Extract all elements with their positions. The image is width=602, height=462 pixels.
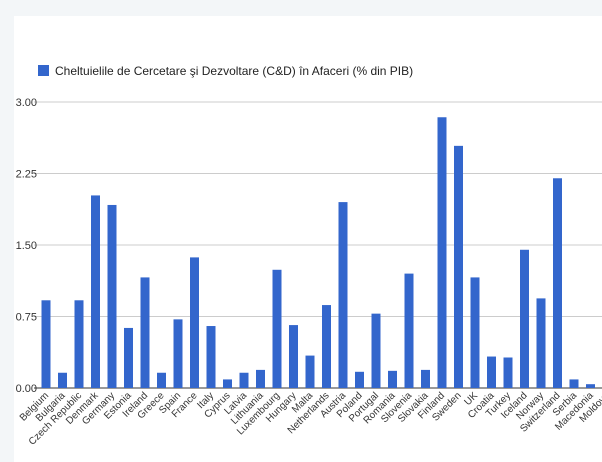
bar-bulgaria: [58, 372, 67, 388]
bar-greece: [157, 372, 166, 388]
bar-luxembourg: [272, 269, 282, 388]
y-tick-label: 0.75: [16, 312, 37, 324]
bar-denmark: [91, 195, 100, 388]
y-axis-ticks: 0.00 0.75 1.50 2.25 3.00: [16, 97, 37, 395]
bar-estonia: [124, 327, 133, 388]
legend-label: Cheltuielile de Cercetare şi Dezvoltare …: [55, 64, 413, 78]
bar-finland: [437, 117, 447, 389]
y-tick-label: 0.00: [16, 383, 37, 395]
bar-czech-republic: [74, 300, 84, 388]
bar-norway: [536, 298, 546, 388]
bar-croatia: [487, 356, 496, 388]
bar-sweden: [454, 145, 463, 388]
bar-serbia: [569, 379, 579, 388]
bars: [41, 117, 595, 389]
legend: Cheltuielile de Cercetare şi Dezvoltare …: [38, 64, 413, 78]
left-band: [0, 0, 14, 462]
bar-poland: [355, 371, 364, 388]
bar-turkey: [503, 357, 513, 388]
bar-italy: [206, 326, 216, 388]
bar-belgium: [41, 300, 51, 388]
bar-switzerland: [553, 178, 562, 388]
bar-iceland: [520, 249, 529, 388]
bar-germany: [107, 204, 117, 388]
y-tick-label: 2.25: [16, 169, 37, 181]
y-tick-label: 3.00: [16, 97, 37, 109]
bar-ireland: [140, 277, 150, 388]
bar-austria: [338, 202, 348, 388]
bar-lithuania: [256, 369, 265, 388]
bar-portugal: [371, 313, 381, 388]
bar-latvia: [239, 372, 249, 388]
bar-slovenia: [404, 273, 414, 388]
bar-uk: [470, 277, 480, 388]
legend-swatch: [38, 65, 49, 76]
bar-macedonia: [586, 384, 595, 388]
top-band: [0, 0, 602, 16]
bar-slovakia: [421, 369, 430, 388]
bar-cyprus: [223, 379, 232, 388]
bar-romania: [388, 370, 397, 388]
gridlines: [34, 101, 602, 389]
bar-malta: [305, 355, 315, 388]
bar-netherlands: [322, 305, 331, 388]
bar-spain: [173, 319, 183, 388]
bar-france: [190, 257, 199, 388]
bar-hungary: [289, 325, 298, 388]
y-tick-label: 1.50: [16, 240, 37, 252]
